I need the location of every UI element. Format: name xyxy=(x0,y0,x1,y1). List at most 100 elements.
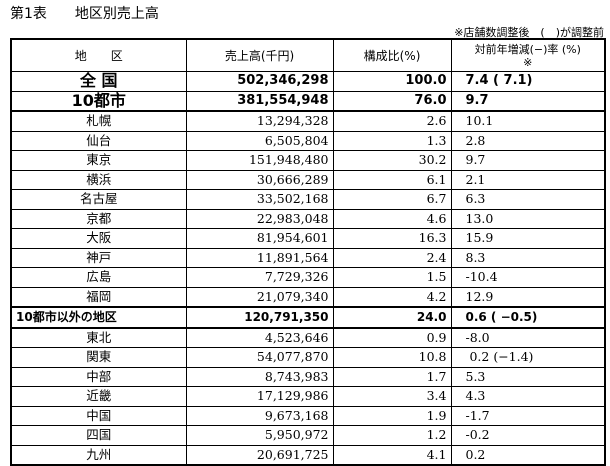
share-cell: 6.1 xyxy=(332,169,452,190)
area-cell: 京都 xyxy=(10,208,187,229)
area-cell: 仙台 xyxy=(10,130,187,151)
sales-cell: 120,791,350 xyxy=(185,306,334,329)
change-cell: 4.3 xyxy=(450,386,606,407)
sales-cell: 54,077,870 xyxy=(185,347,334,368)
header-change: 対前年増減(−)率 (%) ※ xyxy=(450,38,606,72)
table-row: 横浜 30,666,289 6.1 2.1 xyxy=(10,169,606,190)
change-cell: 13.0 xyxy=(450,208,606,229)
sales-cell: 5,950,972 xyxy=(185,425,334,446)
area-cell: 全 国 xyxy=(10,71,187,92)
table-row: 四国 5,950,972 1.2 -0.2 xyxy=(10,425,606,446)
area-cell: 近畿 xyxy=(10,386,187,407)
sales-cell: 8,743,983 xyxy=(185,366,334,387)
share-cell: 0.9 xyxy=(332,327,452,348)
sales-cell: 9,673,168 xyxy=(185,405,334,426)
change-cell: 7.4 ( 7.1) xyxy=(450,71,606,92)
share-cell: 10.8 xyxy=(332,347,452,368)
sales-cell: 13,294,328 xyxy=(185,110,334,132)
share-cell: 16.3 xyxy=(332,228,452,249)
area-cell: 中部 xyxy=(10,366,187,387)
header-share: 構成比(%) xyxy=(332,38,452,72)
share-cell: 24.0 xyxy=(332,306,452,329)
table-row: 九州 20,691,725 4.1 0.2 xyxy=(10,444,606,466)
table-row: 東北 4,523,646 0.9 -8.0 xyxy=(10,327,606,348)
share-cell: 1.9 xyxy=(332,405,452,426)
sales-cell: 151,948,480 xyxy=(185,150,334,171)
header-area: 地 区 xyxy=(10,38,187,72)
change-cell: 2.8 xyxy=(450,130,606,151)
share-cell: 30.2 xyxy=(332,150,452,171)
sales-cell: 81,954,601 xyxy=(185,228,334,249)
sales-cell: 21,079,340 xyxy=(185,286,334,308)
share-cell: 1.7 xyxy=(332,366,452,387)
table-note: ※店舗数調整後 ( )が調整前 xyxy=(454,26,604,39)
table-row: 福岡 21,079,340 4.2 12.9 xyxy=(10,286,606,308)
table-row: 名古屋 33,502,168 6.7 6.3 xyxy=(10,189,606,210)
area-cell: 東京 xyxy=(10,150,187,171)
share-cell: 100.0 xyxy=(332,71,452,92)
share-cell: 2.4 xyxy=(332,247,452,268)
share-cell: 4.6 xyxy=(332,208,452,229)
sales-cell: 6,505,804 xyxy=(185,130,334,151)
sales-cell: 7,729,326 xyxy=(185,267,334,288)
sales-cell: 17,129,986 xyxy=(185,386,334,407)
sales-cell: 20,691,725 xyxy=(185,444,334,466)
table-row: 10都市 381,554,948 76.0 9.7 xyxy=(10,90,606,112)
area-cell: 四国 xyxy=(10,425,187,446)
area-cell: 関東 xyxy=(10,347,187,368)
table-row: 仙台 6,505,804 1.3 2.8 xyxy=(10,130,606,151)
change-cell: 9.7 xyxy=(450,90,606,112)
table-row: 中部 8,743,983 1.7 5.3 xyxy=(10,366,606,387)
area-cell: 東北 xyxy=(10,327,187,348)
table-row: 近畿 17,129,986 3.4 4.3 xyxy=(10,386,606,407)
table-title: 第1表 地区別売上高 xyxy=(10,6,159,22)
share-cell: 1.3 xyxy=(332,130,452,151)
change-cell: 0.2 (−1.4) xyxy=(450,347,606,368)
change-cell: 5.3 xyxy=(450,366,606,387)
change-cell: 15.9 xyxy=(450,228,606,249)
change-cell: 10.1 xyxy=(450,110,606,132)
share-cell: 2.6 xyxy=(332,110,452,132)
share-cell: 6.7 xyxy=(332,189,452,210)
header-row: 地 区 売上高(千円) 構成比(%) 対前年増減(−)率 (%) ※ xyxy=(10,38,606,72)
share-cell: 1.2 xyxy=(332,425,452,446)
change-cell: -10.4 xyxy=(450,267,606,288)
table-row: 関東 54,077,870 10.8 0.2 (−1.4) xyxy=(10,347,606,368)
sales-cell: 30,666,289 xyxy=(185,169,334,190)
share-cell: 4.1 xyxy=(332,444,452,466)
change-cell: 6.3 xyxy=(450,189,606,210)
area-cell: 横浜 xyxy=(10,169,187,190)
table-row: 大阪 81,954,601 16.3 15.9 xyxy=(10,228,606,249)
table-row: 札幌 13,294,328 2.6 10.1 xyxy=(10,110,606,132)
table-row: 中国 9,673,168 1.9 -1.7 xyxy=(10,405,606,426)
sales-cell: 502,346,298 xyxy=(185,71,334,92)
share-cell: 76.0 xyxy=(332,90,452,112)
table-row: 全 国 502,346,298 100.0 7.4 ( 7.1) xyxy=(10,71,606,92)
table-row: 広島 7,729,326 1.5 -10.4 xyxy=(10,267,606,288)
change-cell: -1.7 xyxy=(450,405,606,426)
change-cell: 9.7 xyxy=(450,150,606,171)
change-cell: -0.2 xyxy=(450,425,606,446)
area-cell: 福岡 xyxy=(10,286,187,308)
change-cell: -8.0 xyxy=(450,327,606,348)
area-cell: 10都市以外の地区 xyxy=(10,306,187,329)
header-sales: 売上高(千円) xyxy=(185,38,334,72)
sales-cell: 4,523,646 xyxy=(185,327,334,348)
sales-cell: 33,502,168 xyxy=(185,189,334,210)
share-cell: 3.4 xyxy=(332,386,452,407)
share-cell: 4.2 xyxy=(332,286,452,308)
area-cell: 広島 xyxy=(10,267,187,288)
change-cell: 12.9 xyxy=(450,286,606,308)
area-cell: 名古屋 xyxy=(10,189,187,210)
change-cell: 8.3 xyxy=(450,247,606,268)
regional-sales-table: 地 区 売上高(千円) 構成比(%) 対前年増減(−)率 (%) ※ 全 国 50… xyxy=(10,38,606,466)
sales-cell: 22,983,048 xyxy=(185,208,334,229)
table-row: 京都 22,983,048 4.6 13.0 xyxy=(10,208,606,229)
table-row: 神戸 11,891,564 2.4 8.3 xyxy=(10,247,606,268)
table-row: 東京 151,948,480 30.2 9.7 xyxy=(10,150,606,171)
sales-cell: 381,554,948 xyxy=(185,90,334,112)
area-cell: 中国 xyxy=(10,405,187,426)
change-cell: 2.1 xyxy=(450,169,606,190)
area-cell: 大阪 xyxy=(10,228,187,249)
share-cell: 1.5 xyxy=(332,267,452,288)
